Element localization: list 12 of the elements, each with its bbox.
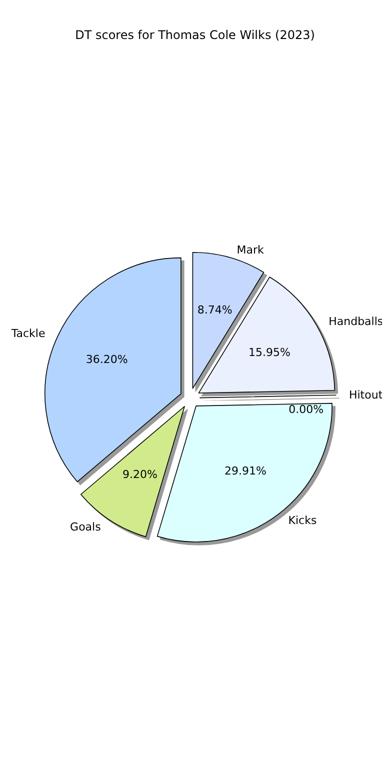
slice-label: Mark — [236, 243, 265, 256]
data-label: 36.20% — [86, 353, 128, 366]
slice-label: Goals — [70, 520, 102, 534]
slice-label: Tackle — [10, 326, 46, 340]
data-label: 29.91% — [224, 464, 266, 478]
slice-label: Kicks — [288, 514, 317, 528]
category-label: Hitout — [348, 388, 383, 402]
chart-title: DT scores for Thomas Cole Wilks (2023) — [75, 28, 315, 42]
data-label: 9.20% — [122, 468, 158, 482]
data-label: 15.95% — [248, 346, 290, 359]
text: 0.00% — [288, 403, 324, 416]
data-label: 8.74% — [197, 303, 232, 316]
